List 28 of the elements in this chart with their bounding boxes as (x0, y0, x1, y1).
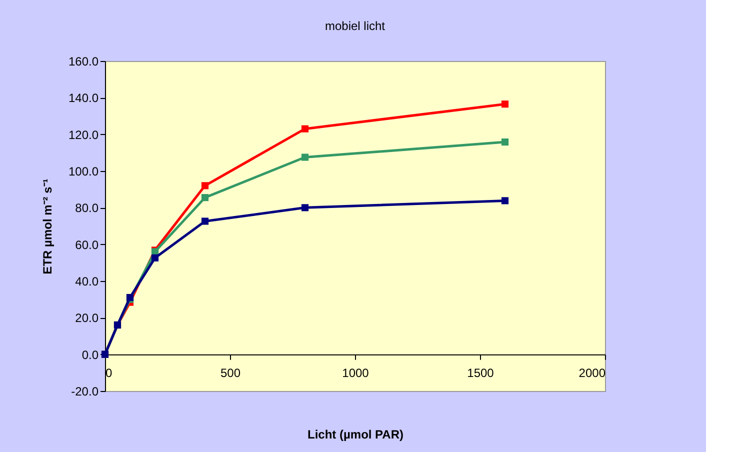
y-tick-label: 160.0 (68, 54, 99, 68)
point (301, 204, 309, 212)
y-axis-title: ETR µmol m⁻² s⁻¹ (40, 178, 54, 274)
x-tick-label: 1500 (467, 366, 494, 380)
y-tick-label: 20.0 (75, 311, 99, 326)
point (501, 197, 509, 204)
x-tick-label: 2000 (578, 366, 606, 380)
chart-title: mobiel licht (324, 19, 386, 33)
x-tick-label: 0 (106, 366, 112, 380)
point (301, 125, 309, 132)
point (151, 254, 159, 262)
y-tick-label: 100.0 (68, 164, 99, 178)
point (201, 194, 209, 202)
point (501, 100, 509, 108)
point (201, 182, 209, 190)
point (201, 218, 209, 225)
y-tick-label: 40.0 (75, 274, 99, 288)
x-tick-label: 500 (220, 366, 241, 380)
y-tick-label: 140.0 (68, 91, 99, 106)
y-tick-label: 120.0 (68, 128, 99, 142)
y-tick-label: 80.0 (75, 201, 99, 216)
y-tick-label: 0.0 (82, 348, 99, 362)
point (301, 154, 309, 161)
y-tick-label: -20.0 (71, 384, 99, 398)
x-tick-label: 1000 (342, 366, 370, 380)
point (501, 138, 509, 146)
y-tick-label: 60.0 (75, 238, 99, 252)
x-axis-title: Licht (µmol PAR) (307, 428, 404, 442)
